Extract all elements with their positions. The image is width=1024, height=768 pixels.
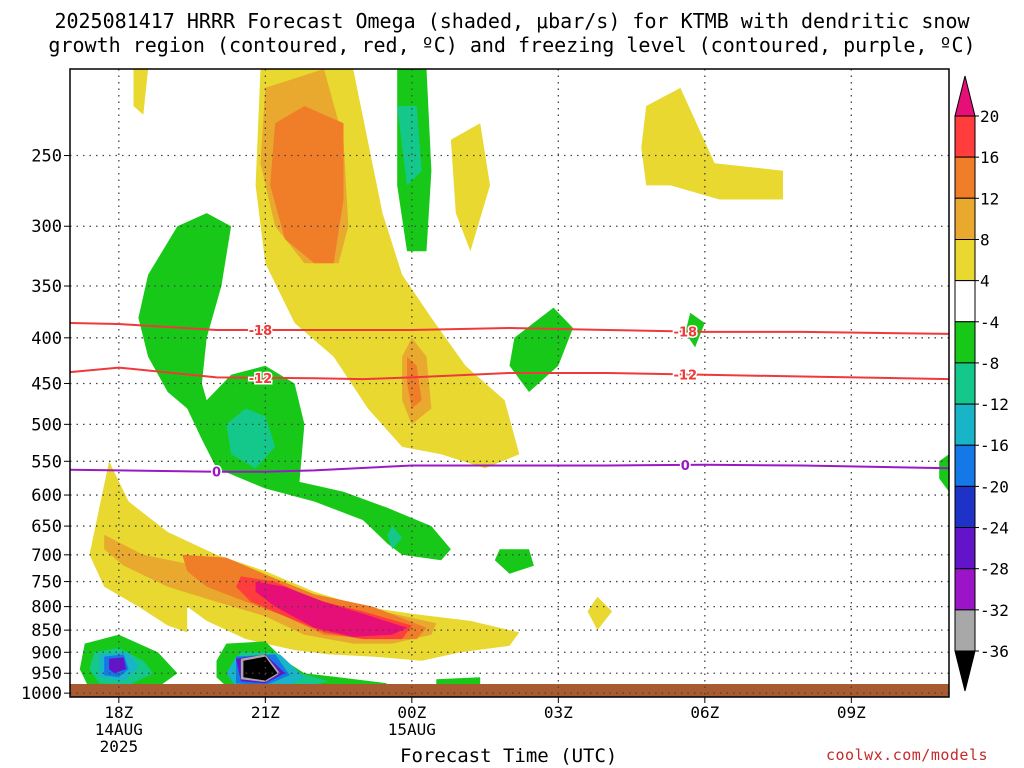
x-tick-label-0-2: 2025	[100, 737, 139, 756]
colorbar-label-5: -4	[980, 313, 999, 332]
y-tick-label-550: 550	[31, 452, 62, 472]
colorbar-swatch-13	[954, 609, 976, 652]
y-tick-label-800: 800	[31, 598, 62, 618]
omega-region-4-1	[89, 461, 520, 661]
colorbar-label-4: 4	[980, 272, 990, 291]
x-tick-label-15-0: 09Z	[837, 703, 866, 722]
y-tick-label-650: 650	[31, 517, 62, 537]
plot-area: -18 -18 -12 -12 0 0	[70, 69, 949, 697]
x-axis-title: Forecast Time (UTC)	[400, 745, 618, 767]
omega-region-4-2	[133, 69, 149, 115]
colorbar-swatch-14	[954, 650, 976, 692]
colorbar-swatch-4	[954, 238, 976, 282]
x-tick-label-0-1: 14AUG	[95, 720, 143, 739]
omega-region--4-8	[939, 454, 949, 492]
colorbar-label-13: -36	[980, 642, 1009, 661]
y-tick-label-750: 750	[31, 573, 62, 593]
y-tick-label-1000: 1000	[21, 684, 62, 704]
colorbar-label-7: -12	[980, 395, 1009, 414]
isotherm-label--18-0: -18	[249, 324, 273, 339]
colorbar-swatch-1	[954, 115, 976, 158]
y-tick-label-850: 850	[31, 621, 62, 641]
omega-region--4-0	[138, 213, 451, 561]
colorbar-label-3: 8	[980, 230, 990, 249]
omega-region--4-7	[685, 312, 705, 348]
x-tick-label-6-0: 00Z	[397, 703, 426, 722]
y-tick-label-900: 900	[31, 643, 62, 663]
omega-region--4-6	[509, 307, 573, 392]
y-tick-label-600: 600	[31, 486, 62, 506]
y-tick-label-500: 500	[31, 415, 62, 435]
isotherm-line--12	[70, 366, 949, 381]
colorbar-swatch-0	[954, 75, 976, 117]
omega-region--8-1	[397, 106, 422, 186]
chart-title-line1: 2025081417 HRRR Forecast Omega (shaded, …	[54, 9, 970, 33]
ground-strip	[70, 684, 949, 697]
isotherm-label--12-1: -12	[674, 368, 698, 383]
colorbar-swatch-2	[954, 156, 976, 199]
x-tick-label-0-0: 18Z	[104, 703, 133, 722]
colorbar-label-11: -28	[980, 560, 1009, 579]
y-tick-label-250: 250	[31, 147, 62, 167]
omega-region-4-4	[641, 87, 783, 200]
omega-region-20-0	[255, 581, 407, 637]
y-tick-label-350: 350	[31, 277, 62, 297]
colorbar-label-0: 20	[980, 107, 999, 126]
omega-region--36-0	[243, 656, 278, 681]
colorbar-swatch-7	[954, 362, 976, 405]
x-tick-label-3-0: 21Z	[251, 703, 280, 722]
omega-region--8-0	[226, 408, 276, 469]
omega-region--28-0	[109, 657, 127, 674]
colorbar-swatch-12	[954, 568, 976, 611]
x-tick-label-6-1: 15AUG	[388, 720, 436, 739]
colorbar-label-8: -16	[980, 436, 1009, 455]
x-tick-label-9-0: 03Z	[544, 703, 573, 722]
colorbar-swatch-10	[954, 485, 976, 529]
colorbar-label-12: -32	[980, 601, 1009, 620]
colorbar-swatch-11	[954, 527, 976, 570]
isotherm-label--18-1: -18	[674, 326, 698, 341]
y-tick-label-300: 300	[31, 217, 62, 237]
omega-region--8-4	[387, 526, 403, 550]
colorbar-label-10: -24	[980, 519, 1009, 538]
colorbar-swatch-5	[954, 280, 976, 323]
isotherm-label-0-0: 0	[212, 466, 221, 481]
omega-region-12-0	[270, 106, 344, 264]
y-tick-label-950: 950	[31, 664, 62, 684]
isotherm-label-0-1: 0	[681, 459, 690, 474]
chart-title-line2: growth region (contoured, red, ºC) and f…	[48, 33, 976, 57]
omega-region--4-5	[494, 549, 534, 574]
omega-region-4-3	[450, 123, 490, 252]
colorbar-swatch-3	[954, 197, 976, 240]
colorbar-label-2: 12	[980, 189, 999, 208]
y-tick-label-700: 700	[31, 546, 62, 566]
colorbar-swatch-9	[954, 444, 976, 487]
x-tick-label-12-0: 06Z	[690, 703, 719, 722]
colorbar-swatch-8	[954, 403, 976, 446]
isotherm-line--18	[70, 322, 949, 335]
y-tick-label-400: 400	[31, 329, 62, 349]
source-credit[interactable]: coolwx.com/models	[826, 746, 989, 764]
colorbar-swatch-6	[954, 321, 976, 364]
omega-region-12-2	[407, 356, 422, 409]
isotherm-line-0	[70, 463, 949, 473]
isotherm-label--12-0: -12	[249, 372, 273, 387]
colorbar-label-9: -20	[980, 477, 1009, 496]
omega-region-4-5	[587, 596, 613, 631]
colorbar-label-6: -8	[980, 354, 999, 373]
y-tick-label-450: 450	[31, 374, 62, 394]
colorbar-label-1: 16	[980, 148, 999, 167]
